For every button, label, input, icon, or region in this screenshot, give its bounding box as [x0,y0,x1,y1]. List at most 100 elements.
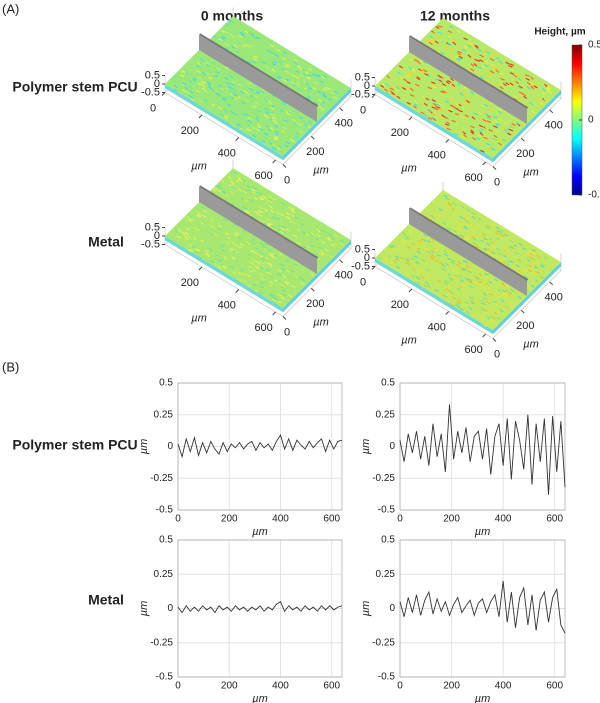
surface-texture [414,100,418,104]
surface-texture [241,33,246,38]
surface-texture [234,233,239,237]
surface-texture [436,213,441,217]
surface-texture [199,57,205,61]
surface-texture [243,199,248,203]
surface-texture [271,216,276,220]
surface-texture [215,71,220,74]
y-tick-label: -0.5 [378,505,396,516]
surface-texture [462,227,468,230]
surface-texture [260,90,265,94]
x-tick-label: 200 [221,514,238,525]
surface-texture [294,136,300,139]
surface-texture [517,77,522,81]
colorbar-tick-label: 0 [588,115,594,126]
surface-texture [482,280,487,284]
surface-texture [405,262,410,266]
surface-texture [316,229,321,233]
surface-texture [277,269,282,273]
surface-texture [452,41,457,46]
surface-texture [474,276,479,280]
surface-texture [495,247,501,251]
surface-texture [252,283,257,287]
surface-texture [300,281,305,285]
surface-texture [255,36,261,40]
surface-texture [473,52,478,56]
surface-texture [301,68,306,73]
surface-texture [276,147,280,151]
surface-texture [432,102,437,107]
x-tick [482,161,486,166]
surface-texture [526,81,531,86]
surface-texture [509,81,514,85]
y-tick [310,135,315,140]
surface-texture [459,115,464,119]
surface-texture [383,88,389,92]
surface-texture [224,43,229,46]
surface-texture [466,208,471,212]
surface-texture [471,236,476,240]
surface-texture [280,263,285,267]
surface-texture [540,263,545,267]
surface-texture [229,96,234,100]
surface-texture [426,274,431,279]
surface-texture [436,114,441,118]
surface-texture [493,134,498,139]
surface-texture [473,245,478,249]
surface-texture [450,55,455,59]
surface-texture [235,123,241,126]
surface-texture [245,128,251,131]
surface-texture [290,138,295,143]
surface-texture [518,122,522,126]
surface-texture [210,218,214,222]
surface-texture [499,229,504,232]
surface-texture [230,247,235,251]
surface-texture [446,201,452,205]
surface-texture [445,288,450,292]
surface-texture [435,25,440,30]
surface-texture [492,82,498,86]
surface-texture [449,289,453,294]
surface-texture [455,234,460,237]
surface-texture [201,62,206,67]
surface-texture [260,277,265,280]
surface-texture [511,123,516,127]
surface-texture [470,299,475,304]
surface-texture [274,133,279,136]
surface-texture [490,64,496,68]
surface-texture [268,198,273,202]
surface-texture [467,105,473,109]
surface-texture [201,71,205,76]
row-label: Polymer stem PCU [12,437,137,453]
surface-texture [285,280,290,284]
surface-texture [495,237,500,241]
surface-texture [194,69,199,73]
surface-texture [254,210,259,215]
surface-texture [499,82,504,86]
surface-texture [469,43,474,48]
surface-texture [214,253,219,257]
surface-texture [259,197,264,201]
surface-texture [405,74,410,78]
surface-texture [188,214,192,218]
surface-texture [283,225,288,230]
surface-texture [409,94,415,97]
y-axis-label: µm [313,316,329,328]
surface-texture [328,255,333,258]
surface-texture [537,278,542,282]
surface-texture [213,187,219,191]
surface-texture [208,86,213,90]
surface-texture [508,291,513,295]
surface-texture [201,80,206,84]
surface-texture [524,275,529,280]
surface-texture [482,247,488,251]
surface-texture [534,279,539,283]
surface-texture [270,111,275,115]
surface-texture [228,184,234,187]
surface-texture [233,171,238,175]
surface-texture [236,279,241,284]
surface-texture [416,246,421,251]
plot-frame [399,539,566,678]
surface-texture [456,58,461,62]
surface-texture [417,239,422,243]
surface-texture [495,232,500,236]
